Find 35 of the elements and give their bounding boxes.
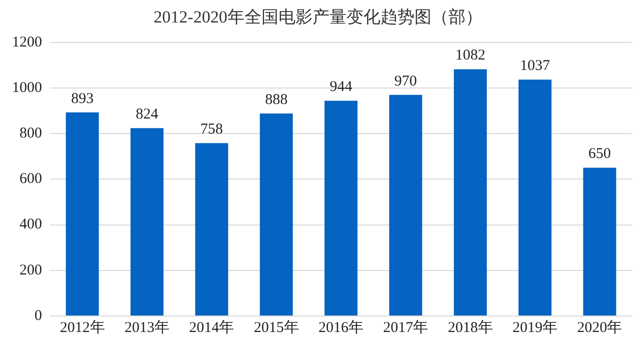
x-tick-label: 2016年 [318, 318, 364, 336]
bar [130, 128, 164, 316]
data-label: 888 [265, 92, 288, 108]
x-tick-label: 2013年 [124, 318, 170, 336]
data-label: 1037 [520, 58, 550, 74]
x-tick-label: 2017年 [383, 318, 428, 336]
data-label: 1082 [455, 48, 486, 64]
bar [260, 114, 293, 316]
bar [389, 94, 422, 316]
data-label: 944 [330, 79, 353, 96]
y-tick-label: 0 [34, 308, 42, 324]
x-tick-label: 2018年 [448, 318, 493, 336]
bar [324, 100, 358, 316]
bar [454, 69, 487, 316]
y-tick-label: 1000 [12, 80, 42, 96]
data-label: 824 [136, 106, 159, 123]
data-label: 758 [200, 122, 223, 138]
y-tick-label: 600 [20, 171, 42, 188]
x-tick-label: 2015年 [254, 318, 299, 336]
bar [66, 112, 99, 316]
x-tick-label: 2014年 [189, 318, 234, 336]
y-tick-label: 200 [20, 262, 42, 278]
y-tick-label: 1200 [12, 34, 42, 50]
bar [583, 168, 616, 316]
data-label: 970 [394, 73, 417, 90]
data-label: 893 [71, 90, 94, 107]
data-label: 650 [588, 146, 611, 162]
y-tick-label: 400 [20, 216, 42, 233]
bar [518, 80, 552, 316]
bar [195, 143, 228, 316]
x-tick-label: 2012年 [60, 318, 105, 336]
chart-title: 2012-2020年全国电影产量变化趋势图（部） [154, 8, 482, 27]
x-tick-label: 2020年 [577, 318, 622, 336]
y-tick-label: 800 [20, 126, 42, 142]
x-tick-label: 2019年 [512, 318, 558, 336]
